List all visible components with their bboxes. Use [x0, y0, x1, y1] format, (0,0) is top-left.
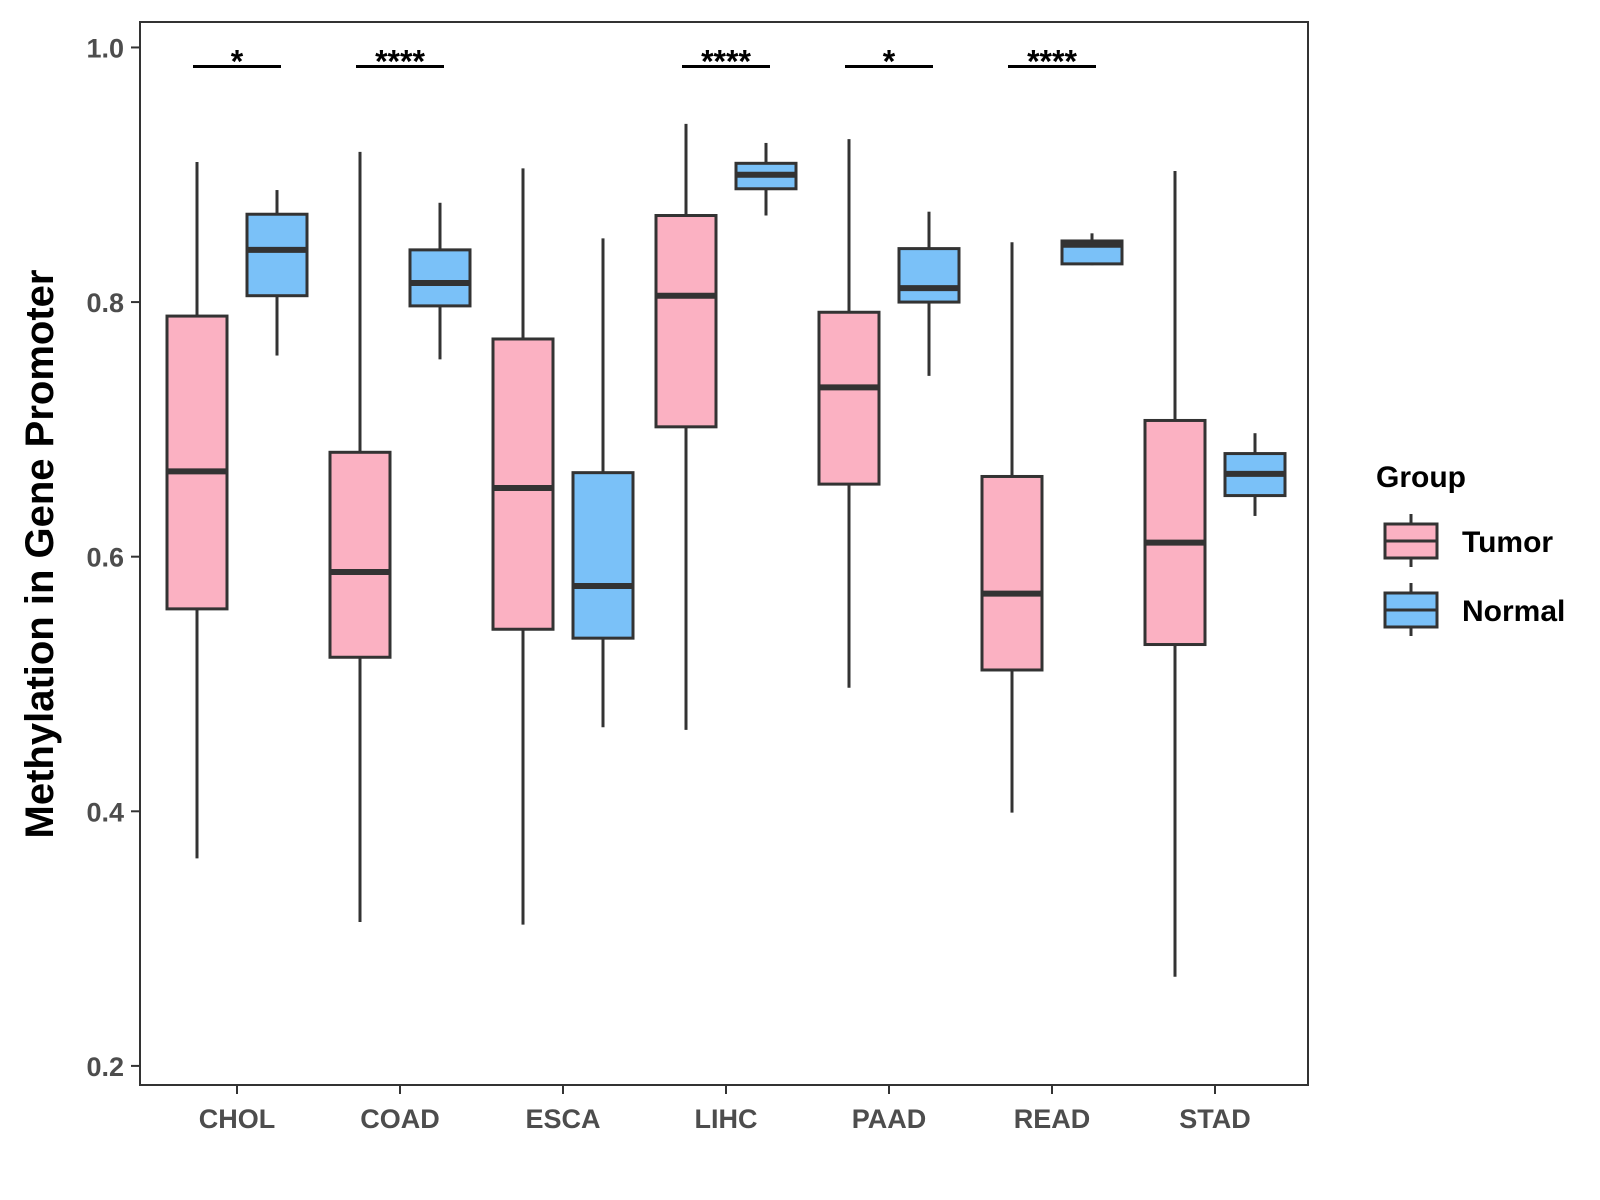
significance-chol: * [193, 44, 281, 80]
y-tick-label: 0.6 [86, 543, 124, 573]
box-iqr [1143, 418, 1207, 647]
legend: Group Tumor Normal [1376, 461, 1565, 636]
box-normal-esca [571, 238, 635, 728]
box-tumor-esca [491, 168, 555, 925]
y-tick-label: 0.4 [86, 797, 124, 827]
x-tick-label: STAD [1179, 1104, 1251, 1134]
plot-panel-border [139, 21, 1309, 1086]
x-axis: CHOL COAD ESCA LIHC PAAD READ STAD [199, 1085, 1251, 1134]
legend-label-tumor: Tumor [1462, 526, 1553, 559]
significance-label: **** [701, 44, 751, 80]
box-tumor-paad [817, 139, 881, 688]
box-normal-read [1060, 233, 1124, 266]
y-tick-label: 0.2 [86, 1052, 124, 1082]
y-tick-label: 0.8 [86, 288, 124, 318]
box-iqr [408, 248, 472, 308]
plot-background [140, 22, 1308, 1085]
significance-label: * [883, 44, 896, 80]
legend-label-normal: Normal [1462, 595, 1565, 628]
y-axis: 0.2 0.4 0.6 0.8 1.0 [86, 33, 140, 1082]
x-tick-label: READ [1014, 1104, 1091, 1134]
legend-title: Group [1376, 461, 1466, 494]
legend-key-tumor [1383, 514, 1439, 567]
box-tumor-stad [1143, 170, 1207, 977]
x-tick-label: ESCA [525, 1104, 600, 1134]
significance-label: **** [375, 44, 425, 80]
y-tick-label: 1.0 [86, 33, 124, 63]
x-tick-label: COAD [360, 1104, 440, 1134]
box-normal-chol [245, 190, 309, 356]
box-tumor-read [980, 242, 1044, 813]
box-normal-coad [408, 202, 472, 360]
significance-layer: * **** **** * **** [193, 44, 1096, 80]
box-normal-lihc [734, 142, 798, 216]
legend-key-normal [1383, 583, 1439, 636]
significance-read: **** [1008, 44, 1096, 80]
box-iqr [654, 214, 718, 429]
significance-paad: * [845, 44, 933, 80]
box-tumor-coad [328, 151, 392, 923]
box-normal-paad [897, 211, 961, 376]
x-tick-label: LIHC [695, 1104, 758, 1134]
significance-label: * [231, 44, 244, 80]
box-tumor-lihc [654, 123, 718, 730]
box-iqr [571, 471, 635, 640]
box-tumor-chol [165, 162, 229, 859]
box-normal-stad [1223, 433, 1287, 516]
box-iqr [165, 314, 229, 611]
y-axis-title: Methylation in Gene Promoter [18, 270, 62, 839]
box-iqr [897, 247, 961, 304]
box-iqr [817, 310, 881, 486]
x-tick-label: CHOL [199, 1104, 276, 1134]
significance-lihc: **** [682, 44, 770, 80]
x-tick-label: PAAD [852, 1104, 927, 1134]
significance-label: **** [1027, 44, 1077, 80]
box-iqr [245, 212, 309, 298]
boxes-layer [165, 123, 1287, 977]
box-iqr [980, 474, 1044, 672]
significance-coad: **** [356, 44, 444, 80]
box-iqr [328, 450, 392, 659]
box-iqr [491, 337, 555, 631]
